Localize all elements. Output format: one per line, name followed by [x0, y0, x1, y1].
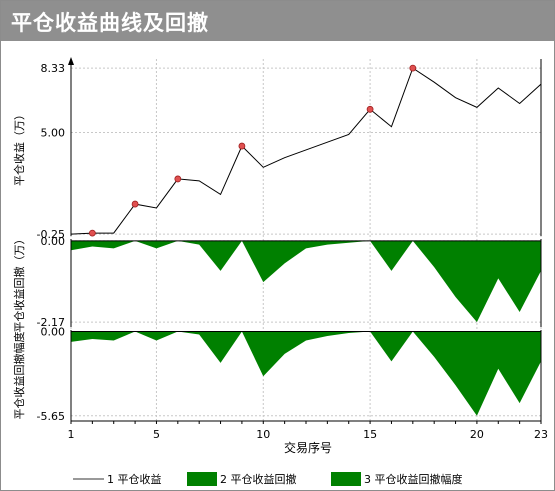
axes — [68, 57, 542, 424]
profit-line — [70, 67, 542, 235]
line-markers — [88, 64, 417, 237]
x-tick-label: 10 — [256, 428, 270, 441]
legend-label-2: 2 平仓收益回撤 — [220, 472, 297, 486]
y-tick-labels: -0.255.008.330.00-2.170.00-5.65 — [37, 62, 65, 423]
profit-marker — [366, 105, 374, 113]
y-axis-label-panel-1: 平仓收益（万） — [12, 109, 26, 186]
y-tick-label: 0.00 — [41, 235, 66, 248]
x-tick-label: 5 — [153, 428, 160, 441]
y-tick-label: -5.65 — [37, 410, 65, 423]
window-title: 平仓收益曲线及回撤 — [11, 11, 209, 35]
title-bar: 平仓收益曲线及回撤 — [1, 1, 554, 41]
x-axis-label: 交易序号 — [284, 440, 332, 455]
profit-marker — [174, 175, 182, 183]
profit-marker — [88, 229, 96, 237]
y-axis-label-panel-2: 平仓收益回撤（万） — [12, 234, 26, 333]
legend-label-3: 3 平仓收益回撤幅度 — [364, 472, 463, 486]
y-axis-arrow — [68, 57, 74, 65]
legend-swatch-3 — [331, 472, 361, 486]
drawdown-area-panel-2 — [71, 240, 541, 323]
drawdown-area-panel-3 — [71, 331, 541, 416]
x-tick-label: 20 — [470, 428, 484, 441]
profit-marker — [409, 64, 417, 72]
y-tick-label: 8.33 — [41, 62, 66, 75]
legend: 1 平仓收益 2 平仓收益回撤 3 平仓收益回撤幅度 — [73, 472, 463, 486]
y-tick-label: 0.00 — [41, 325, 66, 338]
line-series — [70, 67, 542, 235]
area-series — [71, 240, 541, 416]
y-tick-label: -2.17 — [37, 316, 65, 329]
x-tick-label: 15 — [363, 428, 377, 441]
x-tick-label: 1 — [68, 428, 75, 441]
y-axis-labels: 平仓收益（万） 平仓收益回撤（万）平仓收益回撤幅度 — [12, 109, 26, 420]
x-tick-label: 23 — [534, 428, 548, 441]
y-axis-label-panel-3: 平仓收益回撤幅度 — [12, 332, 26, 420]
profit-marker — [131, 200, 139, 208]
x-tick-labels: 1 5 10 15 20 23 — [68, 428, 549, 441]
legend-swatch-2 — [187, 472, 217, 486]
legend-label-1: 1 平仓收益 — [107, 472, 162, 486]
y-tick-label: 5.00 — [41, 127, 66, 140]
profit-marker — [238, 142, 246, 150]
y-tick-label: -0.25 — [37, 228, 65, 241]
